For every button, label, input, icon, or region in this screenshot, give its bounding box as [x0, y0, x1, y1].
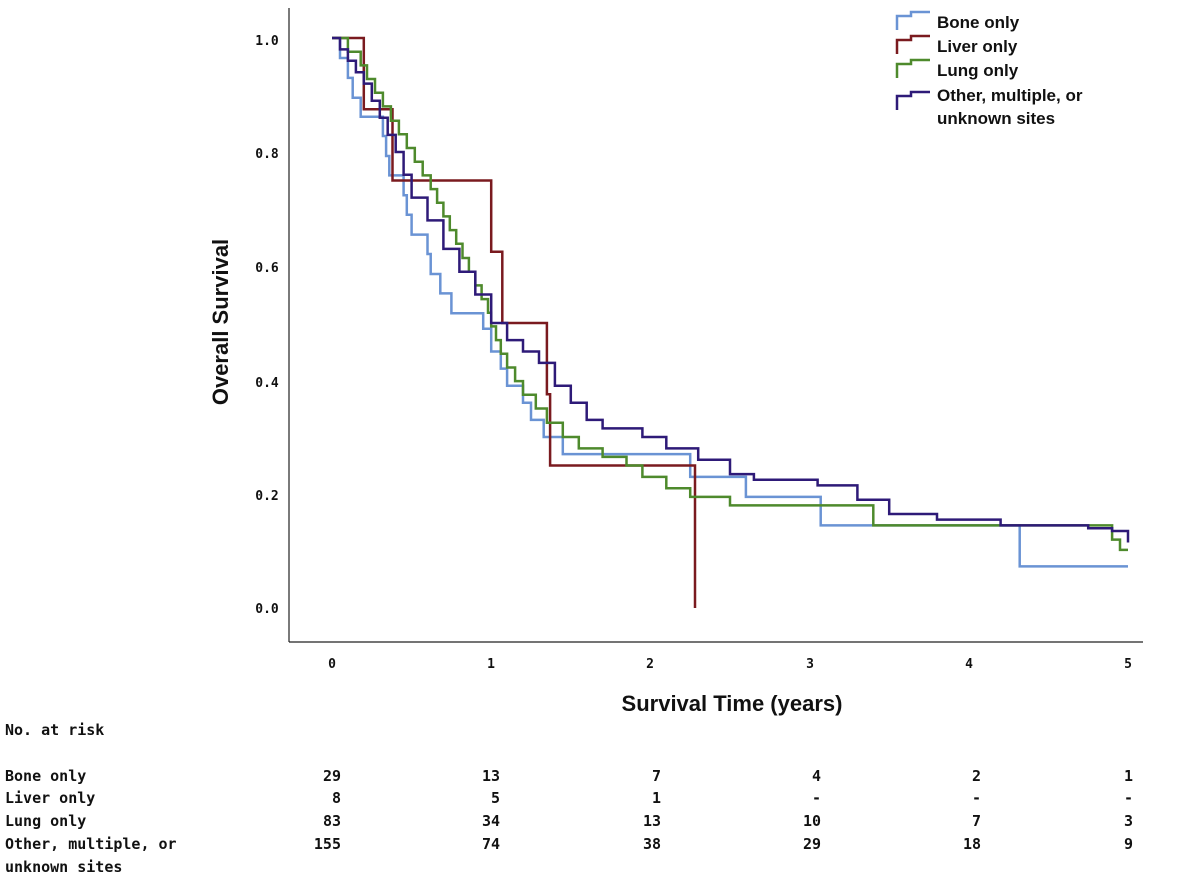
- risk-value: 9: [1124, 835, 1133, 853]
- risk-row-lung: Lung only 83 34 13 10 7 3: [5, 812, 1133, 830]
- x-tick-label: 0: [328, 657, 336, 672]
- x-tick-label: 3: [806, 657, 814, 672]
- risk-value: 74: [482, 835, 500, 853]
- legend-swatch: [895, 58, 930, 78]
- risk-row-label: unknown sites: [5, 858, 122, 876]
- risk-value: 8: [332, 789, 341, 807]
- risk-value: -: [1124, 789, 1133, 807]
- risk-row-bone: Bone only 29 13 7 4 2 1: [5, 767, 1133, 785]
- risk-value: -: [972, 789, 981, 807]
- x-axis-title: Survival Time (years): [622, 691, 843, 716]
- y-tick-label: 0.4: [255, 376, 279, 391]
- x-ticks: 0 1 2 3 4 5: [328, 657, 1132, 672]
- risk-row-label: Bone only: [5, 767, 86, 785]
- risk-value: 18: [963, 835, 981, 853]
- y-ticks: 0.0 0.2 0.4 0.6 0.8 1.0: [255, 34, 279, 617]
- x-tick-label: 2: [646, 657, 654, 672]
- legend-label: Liver only: [937, 37, 1018, 56]
- risk-value: 3: [1124, 812, 1133, 830]
- risk-value: 83: [323, 812, 341, 830]
- risk-value: 38: [643, 835, 661, 853]
- legend-swatch: [895, 90, 930, 110]
- risk-row-label: Lung only: [5, 812, 86, 830]
- legend-swatch: [895, 34, 930, 54]
- y-tick-label: 0.0: [255, 602, 279, 617]
- series-other-sites: [332, 36, 1130, 543]
- risk-value: 4: [812, 767, 821, 785]
- legend-item-bone: Bone only: [895, 10, 1020, 32]
- risk-value: 29: [803, 835, 821, 853]
- series-lung-only: [332, 36, 1128, 552]
- legend-item-liver: Liver only: [895, 34, 1018, 56]
- risk-value: 10: [803, 812, 821, 830]
- legend-label: unknown sites: [937, 109, 1055, 128]
- risk-row-label: Liver only: [5, 789, 95, 807]
- y-tick-label: 0.6: [255, 261, 279, 276]
- legend-label: Lung only: [937, 61, 1019, 80]
- risk-row-liver: Liver only 8 5 1 - - -: [5, 789, 1133, 807]
- legend-item-lung: Lung only: [895, 58, 1019, 80]
- risk-value: 155: [314, 835, 341, 853]
- risk-value: -: [812, 789, 821, 807]
- risk-value: 1: [652, 789, 661, 807]
- legend-item-other: Other, multiple, or unknown sites: [895, 86, 1083, 128]
- risk-value: 7: [972, 812, 981, 830]
- risk-value: 29: [323, 767, 341, 785]
- risk-value: 1: [1124, 767, 1133, 785]
- legend: Bone only Liver only Lung only Other, mu…: [895, 10, 1083, 128]
- risk-value: 34: [482, 812, 500, 830]
- x-tick-label: 5: [1124, 657, 1132, 672]
- risk-row-other: Other, multiple, or unknown sites 155 74…: [5, 835, 1133, 876]
- risk-table-title: No. at risk: [5, 721, 104, 739]
- risk-value: 13: [643, 812, 661, 830]
- legend-label: Other, multiple, or: [937, 86, 1083, 105]
- risk-row-label: Other, multiple, or: [5, 835, 177, 853]
- series-layer: [332, 36, 1130, 608]
- risk-value: 2: [972, 767, 981, 785]
- risk-value: 13: [482, 767, 500, 785]
- legend-label: Bone only: [937, 13, 1020, 32]
- risk-table: No. at risk Bone only 29 13 7 4 2 1 Live…: [5, 721, 1133, 876]
- x-tick-label: 1: [487, 657, 495, 672]
- y-tick-label: 0.8: [255, 147, 279, 162]
- series-liver-only: [332, 36, 697, 608]
- y-axis-title: Overall Survival: [208, 239, 233, 405]
- legend-swatch: [895, 10, 930, 30]
- x-tick-label: 4: [965, 657, 973, 672]
- risk-value: 5: [491, 789, 500, 807]
- risk-value: 7: [652, 767, 661, 785]
- y-tick-label: 1.0: [255, 34, 279, 49]
- y-tick-label: 0.2: [255, 489, 278, 504]
